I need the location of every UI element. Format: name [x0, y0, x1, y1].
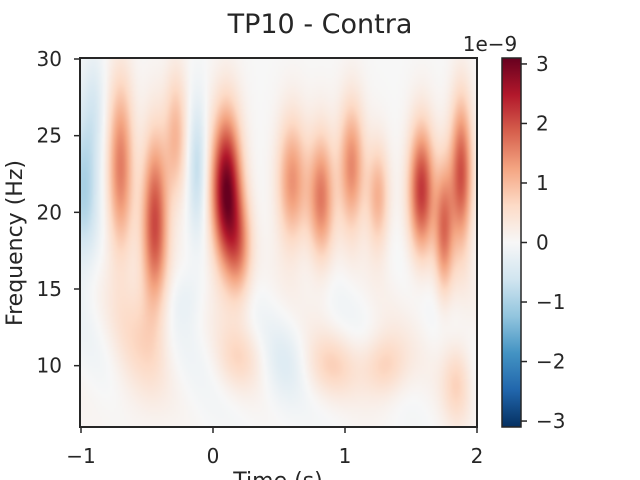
colorbar-tick-label: 3 — [536, 52, 549, 76]
x-tick-label: 1 — [339, 444, 352, 468]
y-tick-label: 20 — [37, 200, 62, 224]
x-axis-ticks: −1 0 1 2 — [66, 427, 483, 468]
colorbar-tick-label: 1 — [536, 171, 549, 195]
x-tick-label: −1 — [66, 444, 95, 468]
y-tick-label: 25 — [37, 124, 62, 148]
colorbar-tick-label: −1 — [536, 290, 565, 314]
x-tick-label: 2 — [471, 444, 484, 468]
colorbar-tick-label: 0 — [536, 231, 549, 255]
y-tick-label: 30 — [37, 47, 62, 71]
plot-frame — [79, 57, 478, 428]
y-tick-label: 10 — [37, 354, 62, 378]
chart-title: TP10 - Contra — [227, 9, 413, 40]
colorbar-tick-label: −2 — [536, 350, 565, 374]
colorbar-tick-label: −3 — [536, 409, 565, 433]
y-axis-label: Frequency (Hz) — [3, 160, 28, 326]
colorbar-offset-text: 1e−9 — [463, 32, 518, 56]
y-axis-ticks: 10 15 20 25 30 — [37, 47, 80, 378]
x-tick-label: 0 — [207, 444, 220, 468]
colorbar — [501, 57, 522, 428]
heatmap-area — [81, 59, 477, 427]
colorbar-ticks: −3 −2 −1 0 1 2 3 — [521, 52, 565, 433]
y-tick-label: 15 — [37, 277, 62, 301]
heatmap-image — [81, 59, 477, 427]
x-axis-label: Time (s) — [232, 469, 322, 480]
colorbar-tick-label: 2 — [536, 111, 549, 135]
